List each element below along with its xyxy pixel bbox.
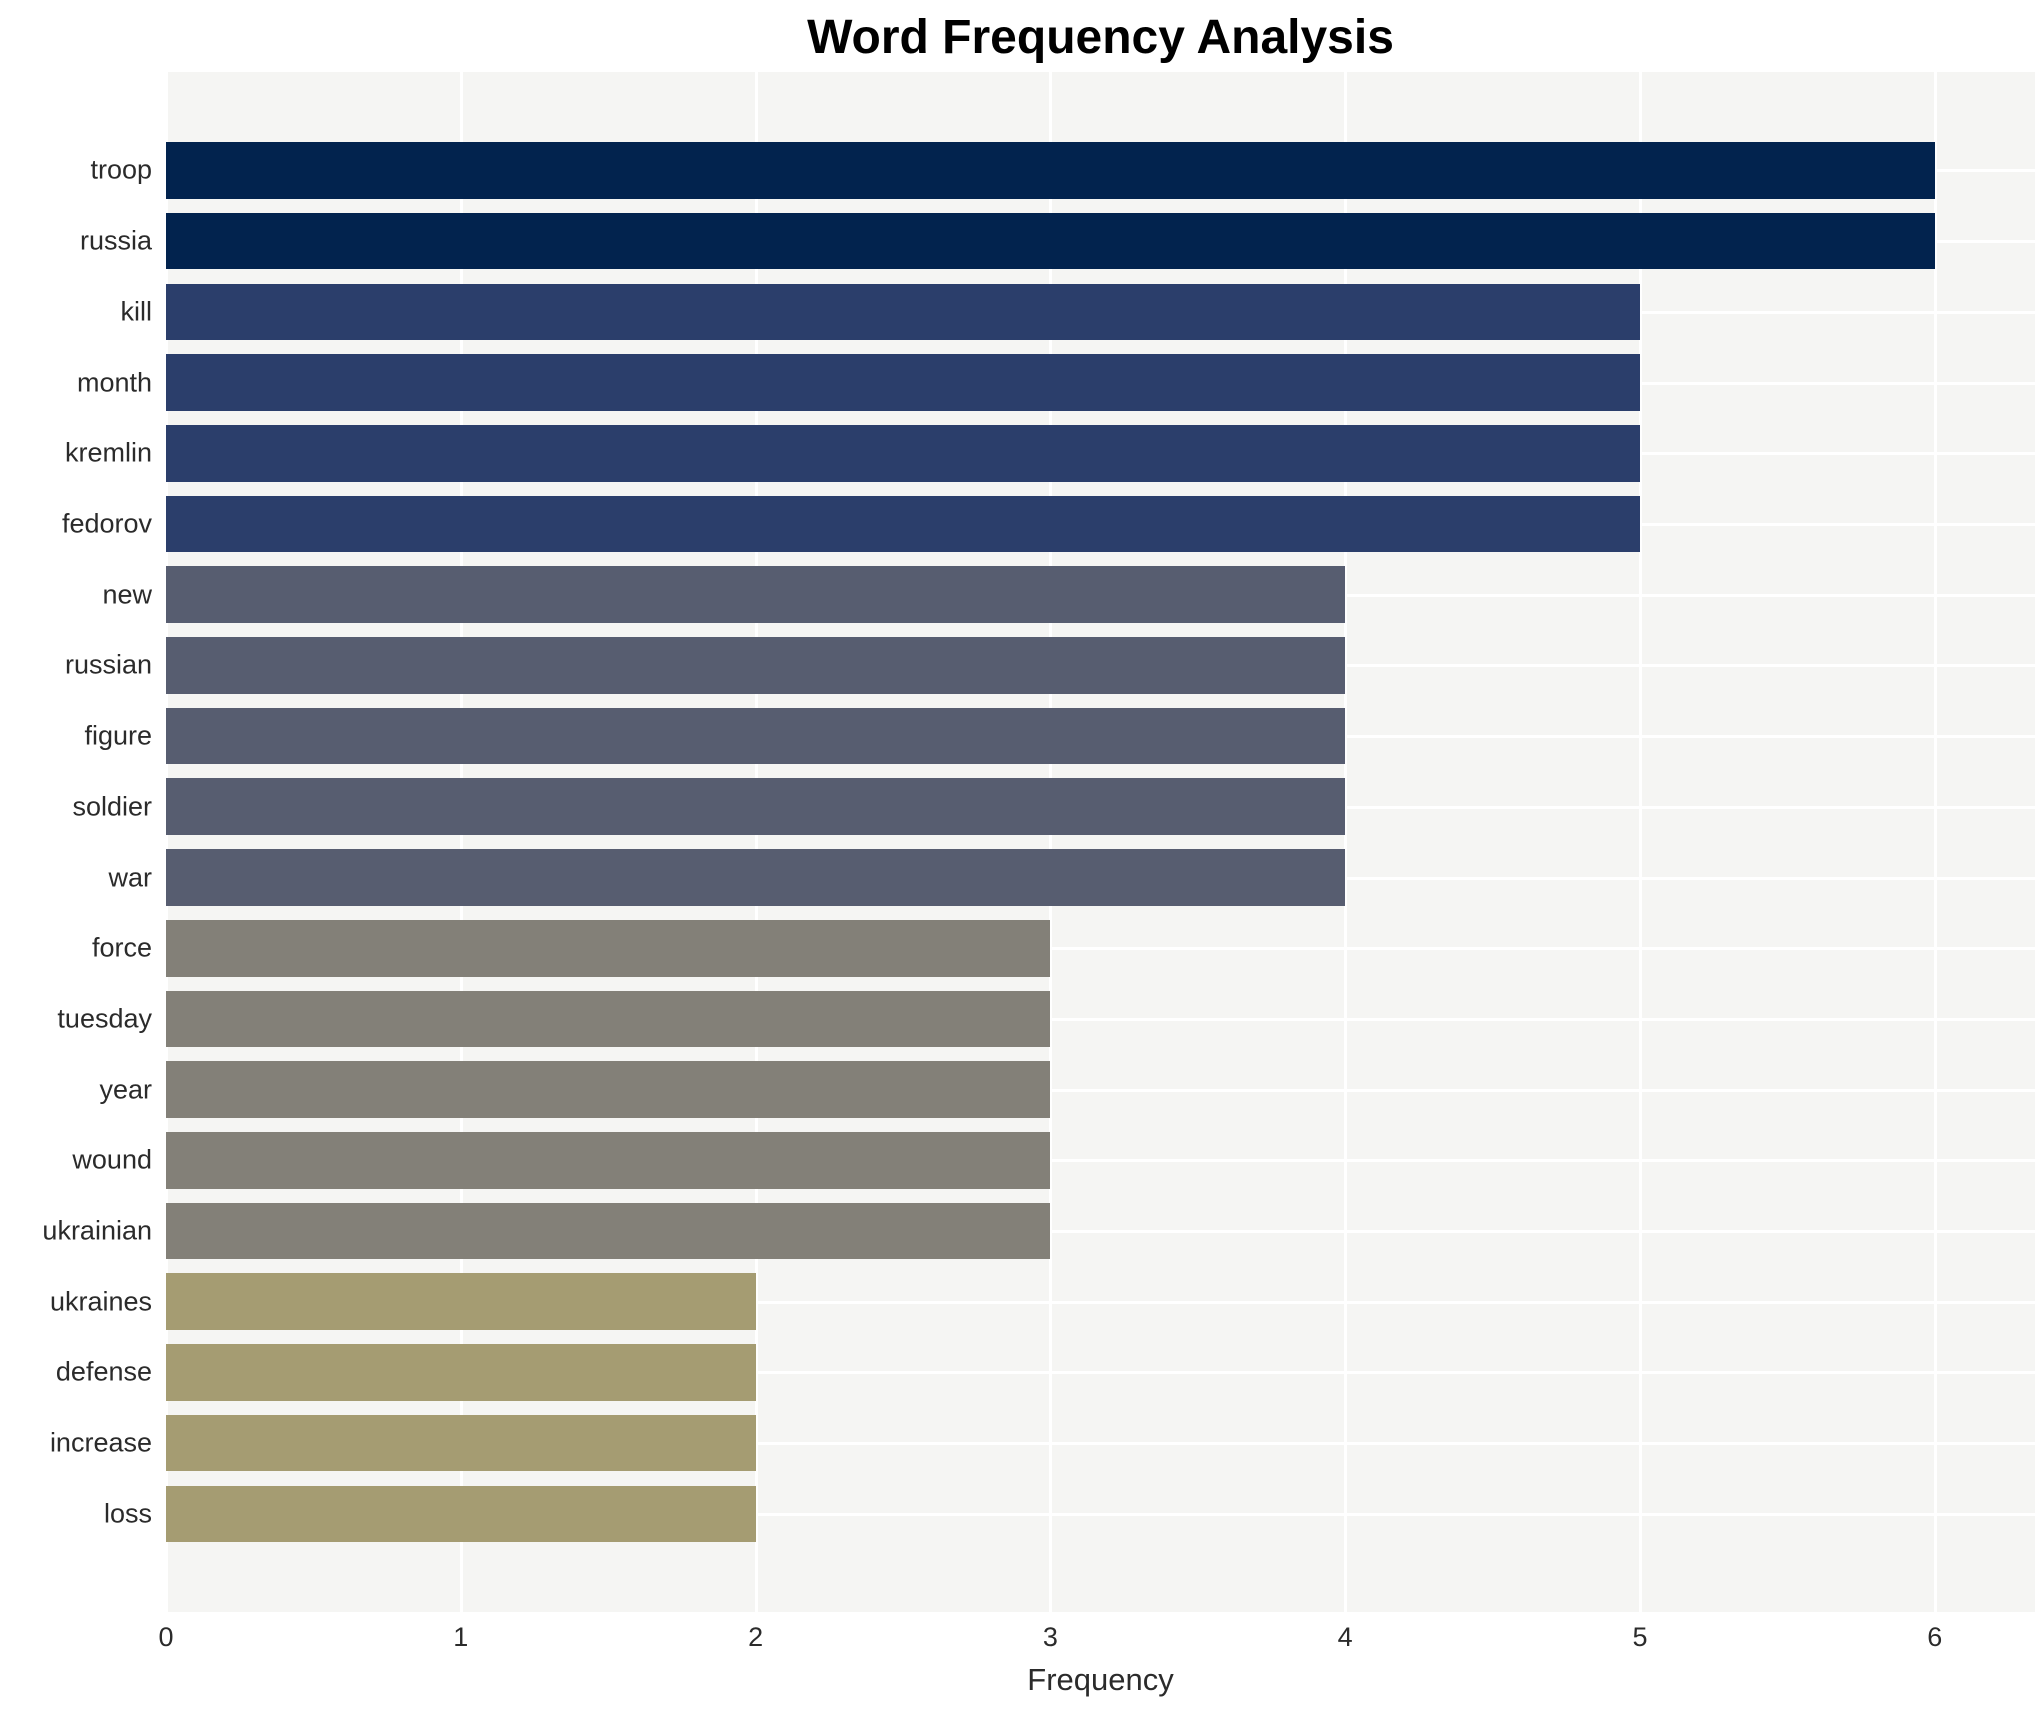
- bar-tuesday: [166, 990, 1051, 1048]
- y-gridline: [166, 1512, 2035, 1516]
- bar-defense: [166, 1344, 756, 1401]
- x-tick-label-0: 0: [158, 1622, 174, 1652]
- y-tick-label-new: new: [102, 579, 152, 610]
- y-tick-label-increase: increase: [49, 1427, 152, 1458]
- y-tick-label-kill: kill: [120, 296, 153, 327]
- y-tick-label-wound: wound: [72, 1144, 152, 1175]
- x-gridline: [1344, 72, 1348, 1612]
- y-gridline: [166, 1371, 2035, 1375]
- bar-kill: [166, 283, 1640, 341]
- y-gridline: [166, 1300, 2035, 1304]
- bar-year: [166, 1061, 1051, 1118]
- chart-title: Word Frequency Analysis: [807, 11, 1394, 64]
- x-gridline: [1638, 72, 1642, 1612]
- y-tick-label-year: year: [99, 1074, 152, 1105]
- x-gridline: [754, 72, 758, 1612]
- x-tick-label-4: 4: [1337, 1622, 1353, 1652]
- x-axis-label: Frequency: [1027, 1662, 1174, 1697]
- x-gridline: [1933, 72, 1937, 1612]
- y-tick-label-ukraines: ukraines: [49, 1286, 152, 1317]
- bar-figure: [166, 707, 1346, 765]
- y-gridline: [166, 1159, 2035, 1163]
- y-tick-label-tuesday: tuesday: [57, 1003, 152, 1034]
- bar-soldier: [166, 778, 1346, 836]
- y-gridline: [166, 1017, 2035, 1021]
- x-tick-label-2: 2: [748, 1622, 764, 1652]
- y-tick-label-month: month: [76, 367, 152, 398]
- y-tick-label-defense: defense: [55, 1356, 152, 1387]
- x-gridline: [1049, 72, 1053, 1612]
- y-tick-label-soldier: soldier: [72, 791, 152, 822]
- y-tick-label-loss: loss: [103, 1498, 152, 1529]
- bar-troop: [166, 142, 1935, 199]
- y-tick-label-troop: troop: [90, 154, 152, 185]
- bar-kremlin: [166, 424, 1640, 482]
- y-tick-label-russian: russian: [64, 649, 152, 680]
- x-tick-label-1: 1: [453, 1622, 469, 1652]
- bar-wound: [166, 1132, 1051, 1189]
- x-tick-label-3: 3: [1042, 1622, 1058, 1652]
- y-gridline: [166, 1442, 2035, 1446]
- y-tick-label-war: war: [108, 862, 152, 892]
- bar-russian: [166, 637, 1346, 694]
- y-tick-label-force: force: [91, 932, 152, 963]
- y-gridline: [166, 1230, 2035, 1234]
- bar-new: [166, 566, 1346, 623]
- bar-war: [166, 849, 1346, 906]
- bar-month: [166, 354, 1640, 411]
- y-gridline: [166, 1088, 2035, 1092]
- bar-russia: [166, 212, 1935, 270]
- y-tick-label-figure: figure: [84, 720, 152, 751]
- x-tick-label-6: 6: [1927, 1622, 1943, 1652]
- x-gridline: [165, 72, 168, 1612]
- y-tick-label-ukrainian: ukrainian: [42, 1215, 152, 1246]
- bar-increase: [166, 1414, 756, 1472]
- bar-ukraines: [166, 1273, 756, 1331]
- x-tick-label-5: 5: [1632, 1622, 1648, 1652]
- plot-area: [165, 72, 2035, 1612]
- bar-force: [166, 919, 1051, 977]
- y-tick-label-kremlin: kremlin: [64, 437, 152, 468]
- y-tick-label-russia: russia: [79, 225, 152, 256]
- bar-loss: [166, 1485, 756, 1543]
- bar-ukrainian: [166, 1202, 1051, 1260]
- bar-fedorov: [166, 495, 1640, 553]
- y-tick-label-fedorov: fedorov: [61, 508, 152, 539]
- y-gridline: [166, 947, 2035, 951]
- x-gridline: [459, 72, 463, 1612]
